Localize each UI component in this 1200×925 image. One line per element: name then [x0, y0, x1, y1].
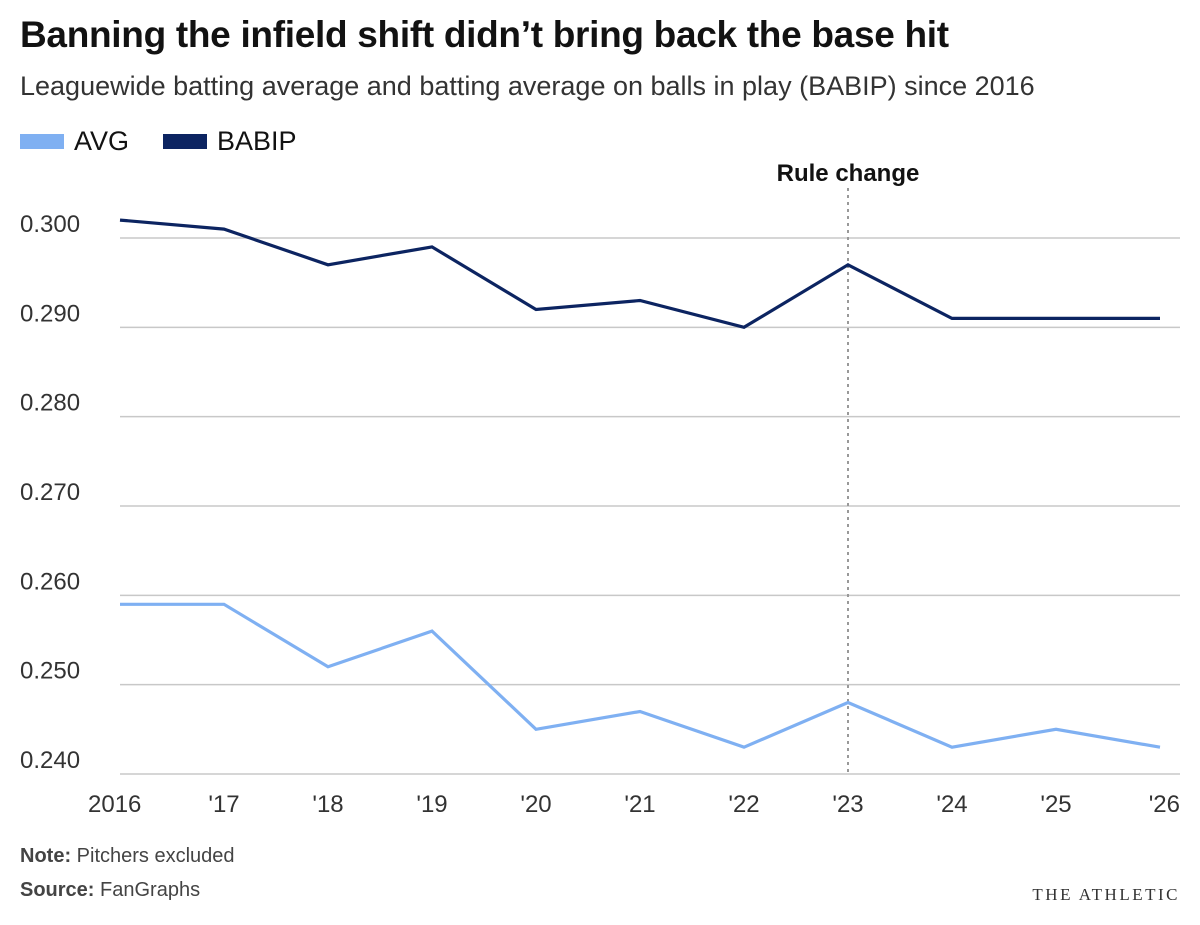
y-tick-label: 0.280: [20, 390, 80, 417]
series-line-babip: [119, 218, 1160, 330]
x-tick-label: '22: [728, 791, 759, 818]
source-label: Source:: [20, 879, 95, 901]
x-tick-label: '24: [936, 791, 967, 818]
x-tick-label: '18: [312, 791, 343, 818]
x-tick-label: 2016: [88, 791, 141, 818]
y-tick-label: 0.270: [20, 479, 80, 506]
x-tick-label: '21: [624, 791, 655, 818]
legend: AVG BABIP: [20, 124, 331, 158]
note-text: Pitchers excluded: [76, 845, 235, 867]
note-label: Note:: [20, 845, 72, 867]
chart-subtitle: Leaguewide batting average and batting a…: [20, 71, 1035, 101]
x-tick-label: '26: [1149, 791, 1180, 818]
legend-label-avg: AVG: [74, 125, 130, 156]
legend-swatch-babip: [163, 133, 208, 149]
y-tick-label: 0.300: [20, 211, 80, 238]
note: Note: Pitchers excluded: [20, 845, 235, 868]
y-tick-label: 0.290: [20, 300, 80, 327]
y-tick-label: 0.250: [20, 658, 80, 685]
brand-logo: THE ATHLETIC: [1032, 885, 1180, 904]
x-tick-label: '20: [520, 791, 551, 818]
source: Source: FanGraphs: [20, 879, 200, 902]
x-tick-label: '19: [416, 791, 447, 818]
legend-swatch-avg: [20, 133, 64, 149]
x-tick-label: '17: [208, 791, 239, 818]
legend-item-avg: AVG: [20, 126, 129, 157]
source-text: FanGraphs: [100, 879, 201, 901]
chart-title: Banning the infield shift didn’t bring b…: [20, 14, 949, 55]
y-tick-label: 0.260: [20, 568, 80, 595]
x-tick-label: '23: [832, 791, 863, 818]
legend-label-babip: BABIP: [217, 125, 297, 156]
y-tick-label: 0.240: [20, 747, 80, 774]
annotation-label: Rule change: [777, 160, 920, 187]
series-line-avg: [120, 602, 1161, 749]
x-tick-label: '25: [1040, 791, 1071, 818]
legend-item-babip: BABIP: [163, 126, 297, 157]
